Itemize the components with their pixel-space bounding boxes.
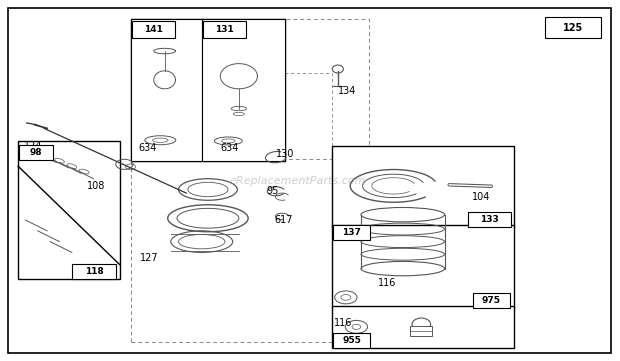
Text: 125: 125 [563, 23, 583, 32]
Text: 131: 131 [215, 25, 234, 34]
Text: 127: 127 [140, 253, 159, 263]
FancyBboxPatch shape [19, 144, 53, 160]
FancyBboxPatch shape [203, 21, 246, 39]
Text: 124: 124 [24, 142, 42, 151]
FancyBboxPatch shape [333, 332, 370, 348]
Text: 617: 617 [274, 215, 293, 225]
FancyBboxPatch shape [332, 146, 514, 227]
FancyBboxPatch shape [131, 19, 285, 161]
Text: 975: 975 [482, 296, 501, 305]
Text: 108: 108 [87, 181, 106, 191]
Text: 116: 116 [334, 318, 352, 327]
FancyBboxPatch shape [332, 226, 514, 308]
Text: 118: 118 [85, 268, 104, 276]
Text: 134: 134 [338, 86, 356, 96]
Text: 116: 116 [378, 278, 396, 288]
FancyBboxPatch shape [8, 8, 611, 353]
Text: 95: 95 [267, 186, 279, 196]
FancyBboxPatch shape [236, 19, 369, 161]
FancyBboxPatch shape [72, 264, 117, 279]
Text: 130: 130 [276, 148, 294, 158]
Text: 955: 955 [342, 336, 361, 345]
FancyBboxPatch shape [131, 159, 372, 342]
Text: 104: 104 [472, 192, 490, 202]
Text: 133: 133 [480, 215, 498, 224]
Text: 141: 141 [144, 25, 163, 34]
FancyBboxPatch shape [472, 293, 510, 308]
FancyBboxPatch shape [333, 225, 370, 240]
Text: 634: 634 [220, 143, 239, 153]
Text: 137: 137 [342, 228, 361, 237]
FancyBboxPatch shape [202, 19, 285, 161]
FancyBboxPatch shape [467, 212, 511, 227]
FancyBboxPatch shape [545, 17, 601, 39]
FancyBboxPatch shape [132, 21, 175, 39]
Text: 98: 98 [30, 148, 43, 157]
Text: 634: 634 [138, 143, 156, 153]
FancyBboxPatch shape [18, 141, 120, 279]
FancyBboxPatch shape [410, 326, 433, 336]
FancyBboxPatch shape [131, 19, 202, 161]
FancyBboxPatch shape [332, 306, 514, 348]
Text: eReplacementParts.com: eReplacementParts.com [229, 175, 366, 186]
